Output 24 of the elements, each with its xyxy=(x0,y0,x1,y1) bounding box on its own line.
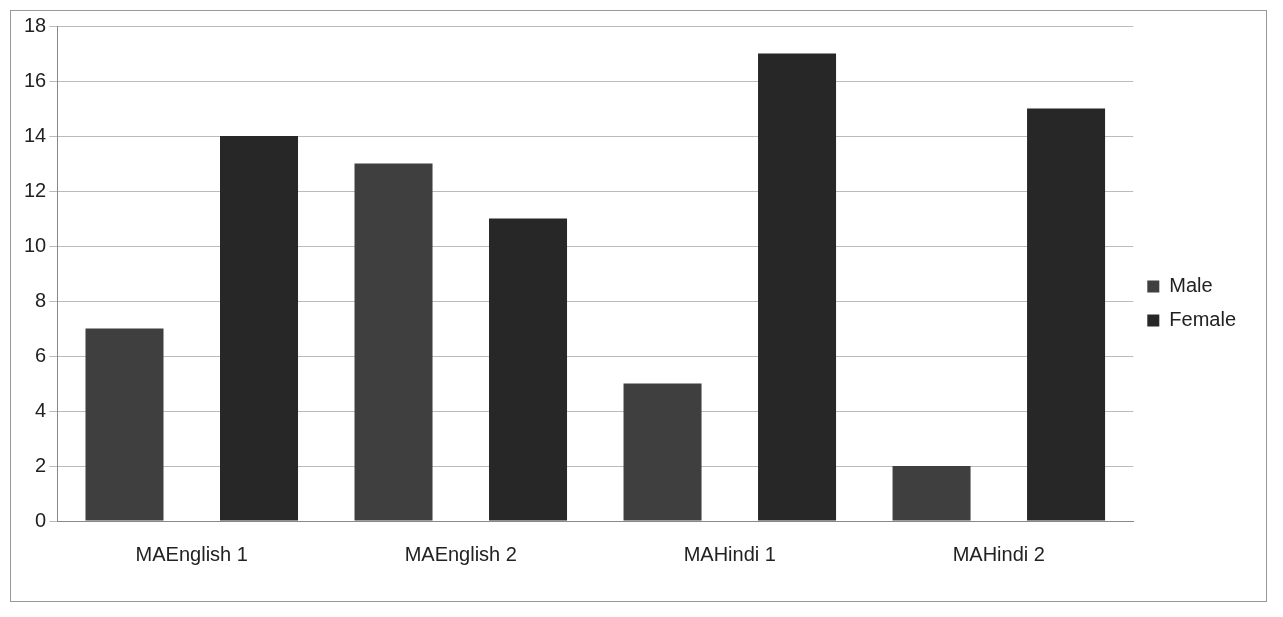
bar xyxy=(489,218,568,521)
bar xyxy=(1027,108,1106,521)
x-tick-label: MAEnglish 2 xyxy=(404,542,517,565)
legend-label: Female xyxy=(1169,308,1237,331)
bar xyxy=(623,383,702,521)
bar xyxy=(892,466,971,521)
y-tick-label: 10 xyxy=(24,233,47,256)
y-tick-label: 8 xyxy=(35,288,47,311)
bar xyxy=(85,328,164,521)
x-tick-label: MAEnglish 1 xyxy=(135,542,248,565)
x-tick-label: MAHindi 2 xyxy=(952,542,1045,565)
y-tick-label: 14 xyxy=(24,123,47,146)
y-tick-label: 6 xyxy=(35,343,47,366)
y-tick-label: 12 xyxy=(24,178,47,201)
legend-label: Male xyxy=(1169,274,1213,297)
y-tick-label: 16 xyxy=(24,68,47,91)
x-tick-label: MAHindi 1 xyxy=(683,542,776,565)
y-tick-label: 2 xyxy=(35,453,47,476)
bar xyxy=(354,163,433,521)
y-tick-label: 0 xyxy=(35,508,47,531)
bar xyxy=(220,136,299,521)
y-tick-label: 18 xyxy=(24,13,47,36)
y-tick-label: 4 xyxy=(35,398,47,421)
bar xyxy=(758,53,837,521)
